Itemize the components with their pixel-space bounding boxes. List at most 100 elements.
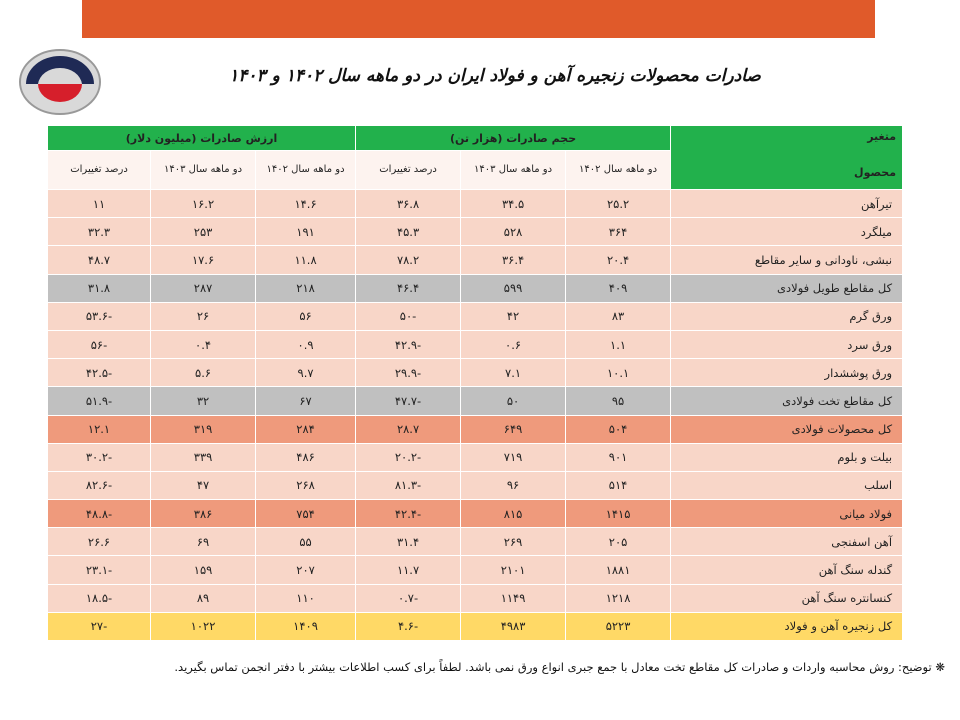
value: ۱۹۱ (296, 224, 315, 239)
value: ۴۷.۷- (394, 393, 422, 408)
value: ۴۲.۹- (394, 337, 422, 352)
value-cell: ۷۱۹ (460, 442, 567, 472)
product-cell: اسلب (670, 470, 904, 501)
value-cell: ۱۴.۶ (255, 188, 357, 219)
value: ۴۶.۴ (396, 281, 420, 296)
value: ۲۱۰۱ (500, 563, 526, 578)
value: ۲۵.۲ (606, 196, 630, 211)
value-cell: ۴۶.۴ (355, 273, 462, 303)
product-cell: کنسانتره سنگ آهن (670, 583, 904, 613)
value: ۴۲.۴- (394, 506, 422, 521)
footnote-text: توضیح: روش محاسبه واردات و صادرات کل مقا… (174, 660, 932, 674)
value: ۱۱.۷ (396, 563, 420, 578)
value-cell: ۵۰ (460, 386, 567, 416)
value-cell: ۱۶.۲ (150, 188, 257, 219)
value: ۴۸.۸- (85, 506, 113, 521)
data-row: ورق پوششدار ۱۰.۱ ۷.۱ ۲۹.۹- ۹.۷ ۵.۶ ۴۲.۵- (46, 358, 904, 388)
value-cell: ۱۵۹ (150, 555, 257, 585)
product-cell: بیلت و بلوم (670, 442, 904, 472)
value-cell: ۲۶۹ (460, 527, 567, 557)
value-cell: ۴۸.۸- (46, 499, 152, 529)
value-cell: ۵۶- (46, 329, 152, 360)
value: ۷۵۴ (296, 506, 315, 521)
value-cell: ۶۷ (255, 386, 357, 416)
value-cell: ۵۰- (355, 301, 462, 331)
value: ۴۹۸۳ (500, 619, 526, 634)
value-cell: ۰.۷- (355, 583, 462, 613)
value-cell: ۵.۶ (150, 358, 257, 388)
data-row: کل زنجیره آهن و فولاد ۵۲۲۳ ۴۹۸۳ ۴.۶- ۱۴۰۹ ۱۰۲… (46, 611, 904, 642)
value-cell: ۸۱۵ (460, 499, 567, 529)
value-cell: ۳۱.۴ (355, 527, 462, 557)
value-cell: ۳۴.۵ (460, 188, 567, 219)
value-cell: ۴۲.۹- (355, 329, 462, 360)
column-header: درصد تغییرات (355, 150, 462, 190)
value: ۵۰۴ (608, 422, 628, 437)
value: ۲۰.۲- (394, 450, 422, 465)
product-cell: آهن اسفنجی (670, 527, 904, 557)
value: ۱۰.۱ (606, 365, 630, 380)
value: ۴۷ (196, 478, 210, 493)
value-cell: ۴۹۸۳ (460, 611, 567, 642)
value: ۴۲ (506, 309, 520, 324)
value: ۱۵۹ (193, 563, 213, 578)
value: ۲۵۳ (193, 224, 213, 239)
data-row: ورق سرد ۱.۱ ۰.۶ ۴۲.۹- ۰.۹ ۰.۴ ۵۶- (46, 329, 904, 360)
data-row: کل مقاطع طویل فولادی ۴۰۹ ۵۹۹ ۴۶.۴ ۲۱۸ ۲۸۷ ۳۱.۸ (46, 273, 904, 303)
value-cell: ۲۸.۷ (355, 414, 462, 444)
value: ۰.۷- (397, 591, 419, 606)
value-cell: ۸۳ (565, 301, 672, 331)
value: ۵۲۲۳ (605, 619, 631, 634)
value-cell: ۴۸۶ (255, 442, 357, 472)
value-cell: ۴۰۹ (565, 273, 672, 303)
value: ۱۱ (92, 196, 106, 211)
group-header: ارزش صادرات (میلیون دلار) (46, 125, 357, 151)
value-cell: ۲۵۳ (150, 217, 257, 247)
value-cell: ۲۸۷ (150, 273, 257, 303)
value: ۷۱۹ (503, 450, 523, 465)
data-row: اسلب ۵۱۴ ۹۶ ۸۱.۳- ۲۶۸ ۴۷ ۸۲.۶- (46, 470, 904, 501)
value-cell: ۳۲ (150, 386, 257, 416)
value: ۲۶۹ (503, 534, 523, 549)
data-row: کل محصولات فولادی ۵۰۴ ۶۴۹ ۲۸.۷ ۲۸۴ ۳۱۹ ۱۲.۱ (46, 414, 904, 444)
value-cell: ۹۵ (565, 386, 672, 416)
value: ۵۲۸ (503, 224, 523, 239)
value-cell: ۲۶۸ (255, 470, 357, 501)
value: ۵۰- (399, 309, 417, 324)
value-cell: ۲۶.۶ (46, 527, 152, 557)
value: ۳۰.۲- (85, 450, 113, 465)
value-cell: ۴۸.۷ (46, 245, 152, 275)
value-cell: ۳۶۴ (565, 217, 672, 247)
value-cell: ۴۷.۷- (355, 386, 462, 416)
group-header-row: متغیر محصول حجم صادرات (هزار تن) ارزش صادرا… (46, 125, 904, 190)
value: ۰.۹ (297, 337, 314, 352)
value: ۷.۱ (505, 365, 522, 380)
value-cell: ۱۲۱۸ (565, 583, 672, 613)
value: ۹۶ (506, 478, 520, 493)
value-cell: ۲۰.۴ (565, 245, 672, 275)
value-cell: ۱۸.۵- (46, 583, 152, 613)
value-cell: ۲۵.۲ (565, 188, 672, 219)
product-cell: فولاد میانی (670, 499, 904, 529)
value-cell: ۵۲۸ (460, 217, 567, 247)
column-header: دو ماهه سال ۱۴۰۳ (460, 150, 567, 190)
value-cell: ۰.۴ (150, 329, 257, 360)
value-cell: ۳۶.۴ (460, 245, 567, 275)
value-cell: ۳۶.۸ (355, 188, 462, 219)
group-header: حجم صادرات (هزار تن) (355, 125, 672, 151)
value: ۵۰ (506, 393, 520, 408)
product-cell: تیرآهن (670, 188, 904, 219)
value-cell: ۵۹۹ (460, 273, 567, 303)
value-cell: ۱۷.۶ (150, 245, 257, 275)
data-row: کنسانتره سنگ آهن ۱۲۱۸ ۱۱۴۹ ۰.۷- ۱۱۰ ۸۹ ۱۸.۵- (46, 583, 904, 613)
value-cell: ۵۱۴ (565, 470, 672, 501)
value: ۵۱۴ (608, 478, 628, 493)
value-cell: ۴۵.۳ (355, 217, 462, 247)
value: ۴۸.۷ (87, 252, 111, 267)
data-row: کل مقاطع تخت فولادی ۹۵ ۵۰ ۴۷.۷- ۶۷ ۳۲ ۵۱.۹- (46, 386, 904, 416)
value: ۴۰۹ (608, 281, 628, 296)
value-cell: ۸۹ (150, 583, 257, 613)
value: ۵۱.۹- (85, 393, 113, 408)
value: ۶۴۹ (503, 422, 523, 437)
value: ۱۸.۵- (85, 591, 113, 606)
